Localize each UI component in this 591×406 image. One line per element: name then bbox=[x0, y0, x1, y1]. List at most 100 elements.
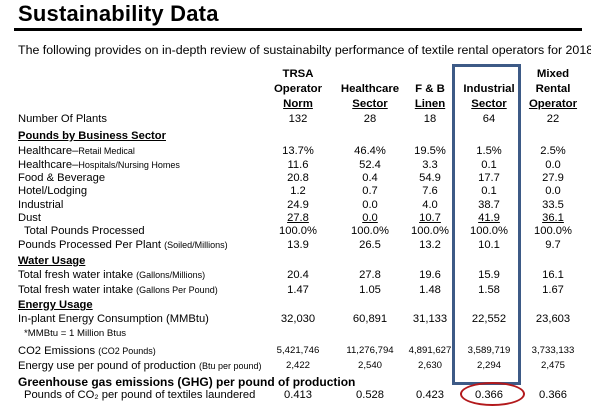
table-row: Number Of Plants 132 28 18 64 22 bbox=[0, 112, 591, 127]
row-label-text: Total fresh water intake bbox=[18, 269, 137, 281]
industrial-value-circle bbox=[460, 382, 525, 406]
row-label-unit: (Gallons Per Pound) bbox=[136, 285, 218, 295]
table-row: Pounds Processed Per Plant (Soiled/Milli… bbox=[0, 238, 591, 253]
table-cell: 28 bbox=[363, 113, 377, 125]
title-divider bbox=[14, 28, 582, 31]
table-cell: 4.0 bbox=[422, 199, 438, 211]
table-cell: 9.7 bbox=[545, 239, 561, 251]
table-cell: 0.0 bbox=[362, 199, 378, 211]
table-cell: 27.9 bbox=[542, 172, 564, 184]
row-label: Pounds Processed Per Plant (Soiled/Milli… bbox=[18, 238, 228, 252]
column-header-line: Industrial bbox=[463, 83, 515, 95]
row-label-text: In-plant Energy Consumption (MMBtu) bbox=[18, 313, 209, 325]
section-heading: Pounds by Business Sector bbox=[18, 129, 166, 143]
table-cell: 64 bbox=[482, 113, 496, 125]
row-label-text: Healthcare– bbox=[18, 159, 79, 171]
table-cell: 13.7% bbox=[282, 145, 314, 157]
table-cell: 26.5 bbox=[359, 239, 381, 251]
row-label: Total fresh water intake (Gallons Per Po… bbox=[18, 283, 218, 297]
intro-text: The following provides on in-depth revie… bbox=[18, 43, 591, 57]
footnote: *MMBtu = 1 Million Btus bbox=[24, 327, 126, 341]
row-label-text: Energy Usage bbox=[18, 299, 93, 311]
column-header-4: Mixed Rental Operator bbox=[521, 67, 585, 112]
column-header-line: Rental bbox=[535, 83, 571, 95]
row-label: Healthcare–Hospitals/Nursing Homes bbox=[18, 158, 180, 172]
table-cell: 0.0 bbox=[362, 212, 378, 224]
row-label-unit: Retail Medical bbox=[78, 146, 135, 156]
row-label-text: *MMBtu = 1 Million Btus bbox=[24, 328, 127, 339]
row-label: Hotel/Lodging bbox=[18, 184, 87, 198]
column-header-line: TRSA bbox=[282, 68, 314, 80]
row-label-text: Industrial bbox=[18, 199, 64, 211]
table-cell: 27.8 bbox=[359, 269, 381, 281]
table-cell: 22 bbox=[546, 113, 560, 125]
table-cell: 52.4 bbox=[359, 159, 381, 171]
row-label: Energy use per pound of production (Btu … bbox=[18, 359, 262, 373]
row-label: Total Pounds Processed bbox=[24, 224, 145, 238]
table-row: Pounds by Business Sector bbox=[0, 129, 591, 144]
row-label: Industrial bbox=[18, 198, 63, 212]
table-row: Industrial 24.9 0.0 4.0 38.7 33.5 bbox=[0, 198, 591, 213]
table-cell: 1.47 bbox=[287, 284, 309, 296]
table-row: Energy Usage bbox=[0, 298, 591, 313]
table-cell: 1.2 bbox=[290, 185, 306, 197]
table-cell: 16.1 bbox=[542, 269, 564, 281]
row-label-unit: (CO2 Pounds) bbox=[98, 346, 156, 356]
row-label: Healthcare–Retail Medical bbox=[18, 144, 135, 158]
column-header-line bbox=[330, 67, 410, 82]
column-header-line: Mixed bbox=[536, 68, 570, 80]
table-cell: 0.4 bbox=[362, 172, 378, 184]
table-cell: 0.1 bbox=[481, 185, 497, 197]
table-cell: 100.0% bbox=[279, 225, 317, 237]
table-cell: 15.9 bbox=[478, 269, 500, 281]
table-cell: 38.7 bbox=[478, 199, 500, 211]
row-label-unit: Hospitals/Nursing Homes bbox=[78, 160, 180, 170]
table-cell: 46.4% bbox=[354, 145, 386, 157]
table-cell: 0.0 bbox=[545, 185, 561, 197]
row-label-unit: (Btu per pound) bbox=[199, 361, 262, 371]
column-header-line: Sector bbox=[471, 98, 507, 110]
table-row: Energy use per pound of production (Btu … bbox=[0, 359, 591, 374]
table-cell: 11.6 bbox=[287, 159, 309, 171]
column-header-line: F & B bbox=[415, 83, 445, 95]
table-cell: 100.0% bbox=[470, 225, 508, 237]
table-cell: 36.1 bbox=[542, 212, 564, 224]
table-cell: 10.1 bbox=[478, 239, 500, 251]
table-cell: 31,133 bbox=[412, 313, 448, 325]
row-label: CO2 Emissions (CO2 Pounds) bbox=[18, 344, 156, 358]
table-row: Hotel/Lodging 1.2 0.7 7.6 0.1 0.0 bbox=[0, 184, 591, 199]
row-label-unit: (Soiled/Millions) bbox=[164, 240, 228, 250]
table-cell: 2,294 bbox=[476, 360, 501, 371]
table-cell: 20.4 bbox=[287, 269, 309, 281]
table-cell: 5,421,746 bbox=[276, 345, 320, 356]
table-cell: 18 bbox=[423, 113, 437, 125]
table-cell: 32,030 bbox=[280, 313, 316, 325]
table-cell: 19.5% bbox=[414, 145, 446, 157]
table-cell: 0.528 bbox=[356, 389, 384, 401]
row-label-text: Total fresh water intake bbox=[18, 284, 137, 296]
table-cell: 0.366 bbox=[539, 389, 567, 401]
table-row: Total Pounds Processed 100.0% 100.0% 100.0%… bbox=[0, 224, 591, 239]
column-header-line: Linen bbox=[414, 98, 446, 110]
table-cell: 3,589,719 bbox=[467, 345, 511, 356]
table-cell: 60,891 bbox=[352, 313, 388, 325]
table-cell: 22,552 bbox=[471, 313, 507, 325]
row-label-text: Greenhouse gas emissions (GHG) per pound… bbox=[18, 375, 356, 389]
table-cell: 0.1 bbox=[481, 159, 497, 171]
table-cell: 2,475 bbox=[540, 360, 565, 371]
table-cell: 54.9 bbox=[419, 172, 441, 184]
table-cell: 3.3 bbox=[422, 159, 438, 171]
row-label-text: CO2 Emissions bbox=[18, 345, 99, 357]
table-row: Greenhouse gas emissions (GHG) per pound… bbox=[0, 375, 591, 390]
table-cell: 0.413 bbox=[284, 389, 312, 401]
table-cell: 1.48 bbox=[419, 284, 441, 296]
table-cell: 2,422 bbox=[285, 360, 310, 371]
table-cell: 1.05 bbox=[359, 284, 381, 296]
table-cell: 100.0% bbox=[534, 225, 572, 237]
table-cell: 100.0% bbox=[411, 225, 449, 237]
table-cell: 1.58 bbox=[478, 284, 500, 296]
section-heading: Water Usage bbox=[18, 254, 85, 268]
row-label-unit: (Gallons/Millions) bbox=[136, 270, 206, 280]
table-row: *MMBtu = 1 Million Btus bbox=[0, 327, 591, 342]
column-header-3: Industrial Sector bbox=[454, 67, 524, 112]
